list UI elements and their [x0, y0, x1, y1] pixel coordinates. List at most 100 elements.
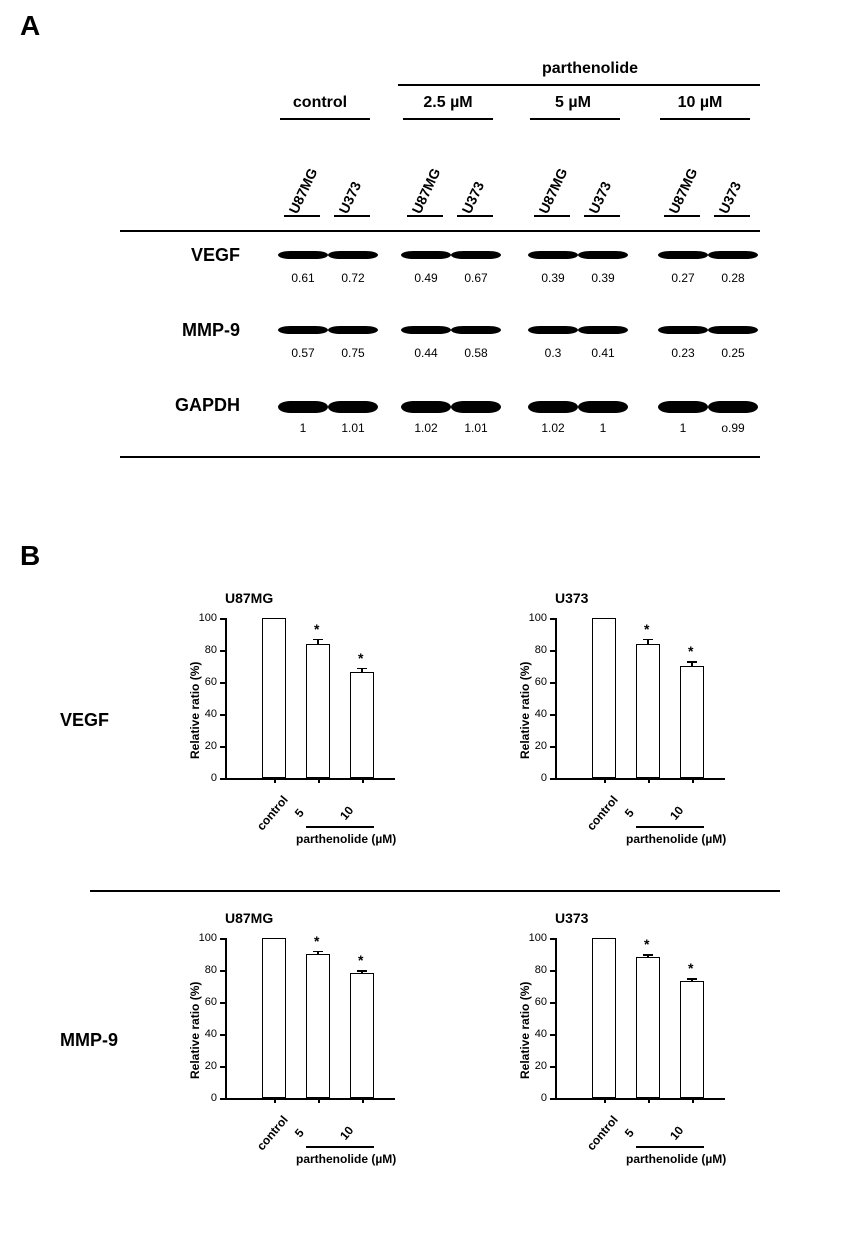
y-tick-label: 60: [521, 676, 547, 688]
y-tick-label: 20: [191, 740, 217, 752]
densitometry-value: 1.02: [528, 421, 578, 435]
densitometry-value: 0.75: [328, 346, 378, 360]
chart-title: U87MG: [225, 590, 273, 606]
y-tick-label: 60: [191, 996, 217, 1008]
x-category-label: 5: [622, 1126, 637, 1140]
densitometry-value: 0.25: [708, 346, 758, 360]
bar: [592, 618, 616, 778]
cell-label: U87MG: [535, 166, 570, 216]
y-tick: [220, 682, 225, 684]
error-bar: [691, 661, 693, 666]
group-line-3: [660, 118, 750, 120]
x-category-label: control: [584, 1113, 621, 1153]
x-tick: [362, 778, 364, 783]
blot-band: [451, 251, 501, 259]
densitometry-value: 0.41: [578, 346, 628, 360]
y-tick-label: 80: [521, 644, 547, 656]
cell-line: [664, 215, 700, 217]
y-axis: [225, 938, 227, 1098]
densitometry-value: 0.57: [278, 346, 328, 360]
blot-band: [708, 326, 758, 334]
y-tick: [550, 1098, 555, 1100]
x-tick: [692, 1098, 694, 1103]
x-tick: [274, 778, 276, 783]
x-category-label: 10: [667, 803, 686, 822]
y-tick-label: 100: [191, 612, 217, 624]
x-unit-label: parthenolide (µM): [626, 1152, 726, 1166]
y-tick-label: 40: [191, 1028, 217, 1040]
x-category-label: 5: [292, 806, 307, 820]
densitometry-value: 0.27: [658, 271, 708, 285]
y-tick: [220, 746, 225, 748]
cell-line: [534, 215, 570, 217]
error-bar: [361, 970, 363, 973]
row-mmp9: MMP-9: [60, 1030, 118, 1051]
y-tick: [550, 1002, 555, 1004]
x-axis: [555, 1098, 725, 1100]
protein-label: VEGF: [120, 245, 240, 266]
blot-band: [528, 251, 578, 259]
blot-band: [328, 251, 378, 259]
y-tick: [220, 714, 225, 716]
cell-label: U373: [458, 179, 487, 216]
x-category-label: 5: [292, 1126, 307, 1140]
x-tick: [362, 1098, 364, 1103]
y-tick-label: 0: [521, 1092, 547, 1104]
blot-bottomline: [120, 456, 760, 458]
cell-label: U87MG: [408, 166, 443, 216]
densitometry-value: 0.28: [708, 271, 758, 285]
x-unit-label: parthenolide (µM): [296, 1152, 396, 1166]
x-axis: [225, 778, 395, 780]
chart-mmp9-u373: U373Relative ratio (%)020406080100contro…: [500, 910, 780, 1190]
bar: [680, 981, 704, 1098]
x-category-label: 10: [667, 1123, 686, 1142]
y-tick: [550, 938, 555, 940]
blot-band: [451, 326, 501, 334]
y-axis: [225, 618, 227, 778]
cell-label: U373: [715, 179, 744, 216]
error-bar: [317, 951, 319, 954]
densitometry-value: 1.02: [401, 421, 451, 435]
blot-band: [278, 326, 328, 334]
group-line-1: [403, 118, 493, 120]
cell-line: [457, 215, 493, 217]
cell-label: U373: [335, 179, 364, 216]
y-tick-label: 20: [521, 740, 547, 752]
y-tick: [220, 618, 225, 620]
x-tick: [648, 1098, 650, 1103]
bar: [636, 644, 660, 778]
y-tick-label: 0: [521, 772, 547, 784]
y-tick: [220, 970, 225, 972]
y-tick-label: 80: [191, 644, 217, 656]
bar: [680, 666, 704, 778]
densitometry-value: 0.58: [451, 346, 501, 360]
chart-title: U373: [555, 590, 588, 606]
chart-title: U373: [555, 910, 588, 926]
y-tick: [220, 1002, 225, 1004]
y-tick: [220, 938, 225, 940]
charts-separator: [90, 890, 780, 892]
chart-vegf-u87mg: U87MGRelative ratio (%)020406080100contr…: [170, 590, 450, 870]
blot-band: [278, 401, 328, 413]
row-vegf: VEGF: [60, 710, 109, 731]
error-bar: [647, 639, 649, 644]
densitometry-value: 1: [658, 421, 708, 435]
densitometry-value: 0.3: [528, 346, 578, 360]
y-tick: [550, 682, 555, 684]
densitometry-value: 1.01: [328, 421, 378, 435]
y-tick-label: 100: [191, 932, 217, 944]
blot-band: [451, 401, 501, 413]
group-10: 10 µM: [650, 94, 750, 112]
y-tick: [550, 650, 555, 652]
densitometry-value: 1: [578, 421, 628, 435]
y-tick: [550, 746, 555, 748]
cell-line: [714, 215, 750, 217]
cell-line: [284, 215, 320, 217]
y-tick-label: 80: [191, 964, 217, 976]
panel-b-charts: VEGF MMP-9 U87MGRelative ratio (%)020406…: [60, 580, 820, 1220]
blot-band: [328, 401, 378, 413]
significance-star: *: [358, 650, 363, 666]
group-line-2: [530, 118, 620, 120]
x-unit-label: parthenolide (µM): [296, 832, 396, 846]
densitometry-value: 0.44: [401, 346, 451, 360]
